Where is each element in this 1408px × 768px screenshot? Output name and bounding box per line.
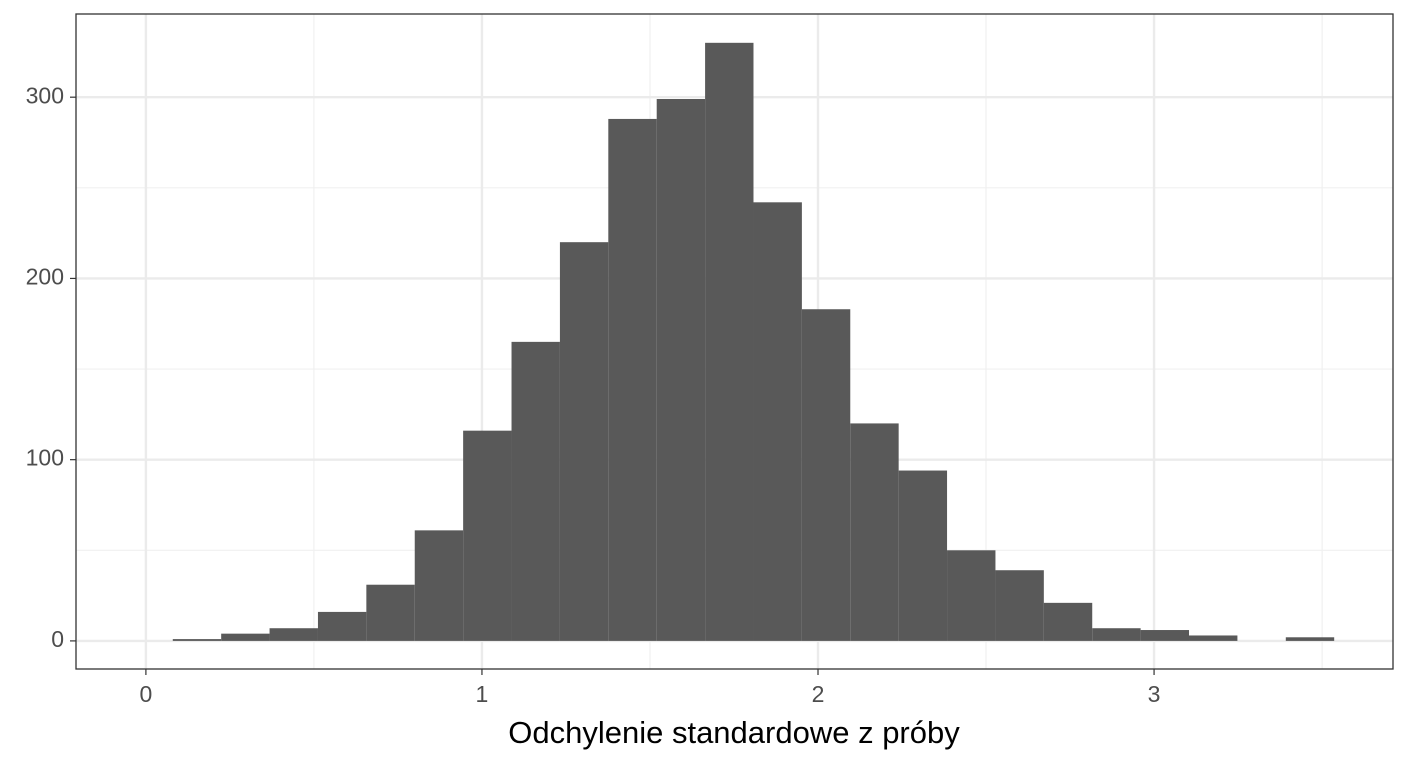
x-tick-label: 3	[1148, 681, 1161, 707]
bar	[1043, 602, 1093, 641]
bar	[898, 470, 948, 641]
bar	[801, 309, 851, 641]
bar	[559, 242, 609, 641]
bar	[608, 118, 657, 641]
bar	[850, 423, 899, 641]
bar	[1140, 630, 1190, 641]
bar	[947, 550, 996, 641]
bar	[1285, 637, 1335, 641]
bar	[1189, 635, 1238, 641]
bar	[753, 202, 802, 641]
y-tick-label: 200	[26, 264, 64, 290]
bar	[463, 430, 512, 641]
y-tick-label: 100	[26, 445, 64, 471]
bar	[317, 611, 367, 641]
bar	[414, 530, 464, 641]
bar	[172, 639, 222, 641]
bar	[995, 570, 1044, 641]
x-tick-label: 0	[140, 681, 153, 707]
y-tick-label: 300	[26, 82, 64, 108]
x-tick-label: 1	[476, 681, 489, 707]
x-axis-title: Odchylenie standardowe z próby	[508, 715, 960, 750]
bar	[269, 628, 318, 641]
bar	[656, 99, 706, 641]
bar	[705, 42, 754, 641]
x-tick-label: 2	[812, 681, 825, 707]
bar	[221, 633, 270, 641]
bar	[511, 341, 560, 641]
bar	[366, 584, 415, 641]
y-tick-label: 0	[51, 626, 64, 652]
plot-border	[75, 13, 1394, 670]
bar	[1092, 628, 1141, 641]
